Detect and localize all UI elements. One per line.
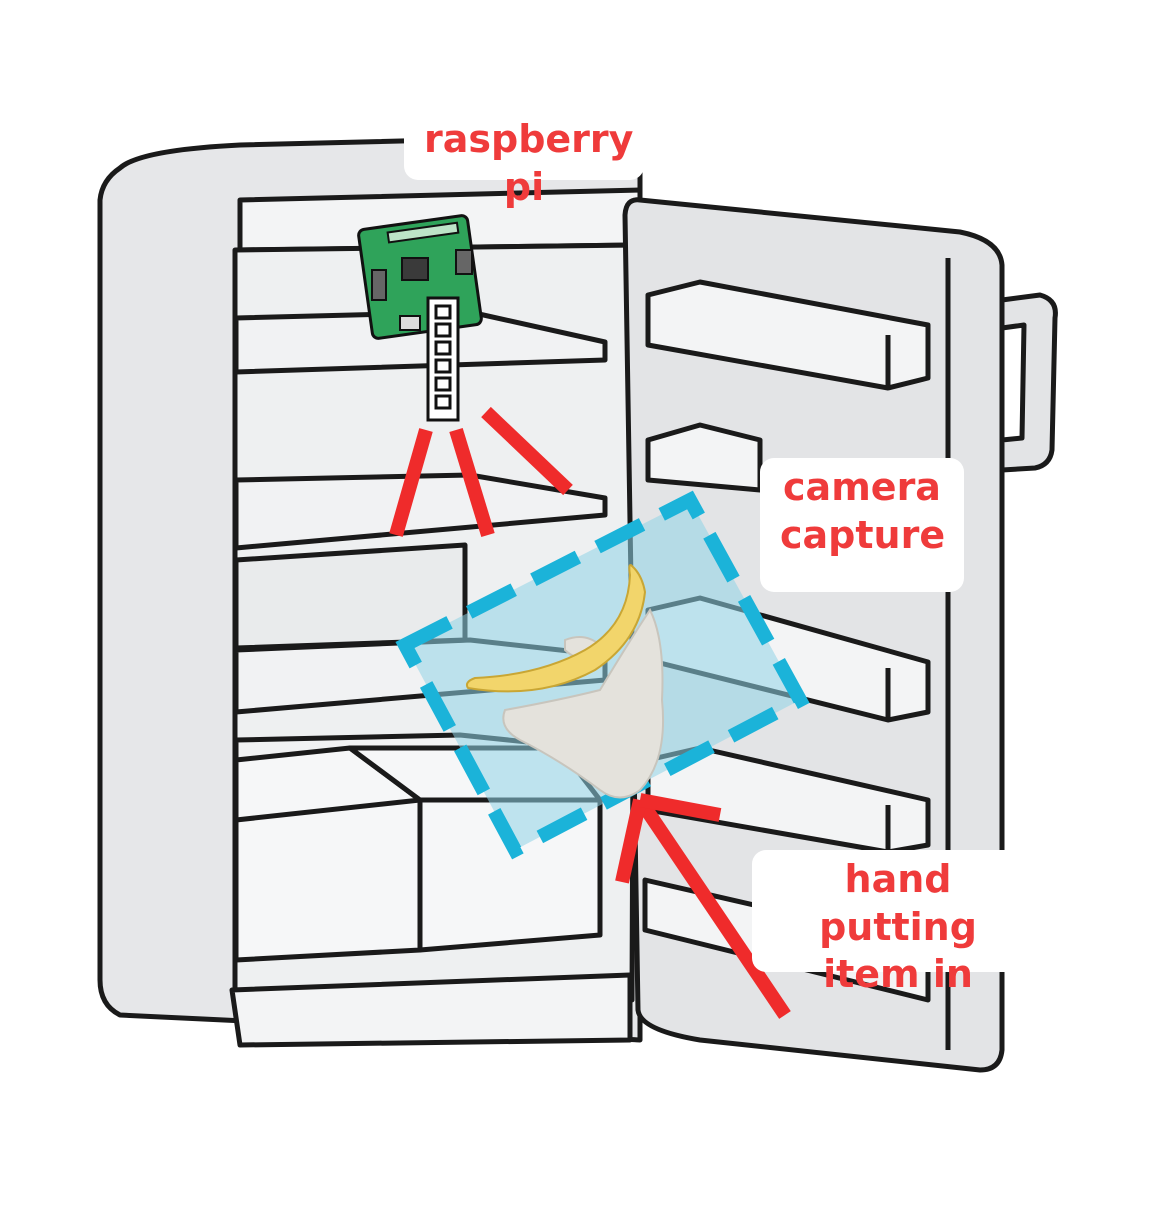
pi-header (386, 221, 460, 244)
pi-port-right (455, 249, 473, 275)
camera-capture-label-line-1: camera (783, 465, 941, 509)
raspberry-pi-label-text: raspberry pi (424, 117, 634, 209)
hand-arrow (615, 793, 791, 1019)
door-bin-1 (645, 279, 931, 391)
pi-port-bottom (399, 315, 421, 331)
hand-label-line-1: hand putting (819, 857, 977, 949)
ray-left (389, 428, 433, 537)
raspberry-pi-label: raspberry pi (404, 110, 644, 209)
door-handle (999, 292, 1058, 473)
shelf-2 (233, 472, 608, 551)
camera-view-rays (389, 406, 573, 538)
pi-chip (401, 257, 429, 281)
door-bin-2 (645, 422, 763, 493)
pi-port-left (371, 269, 387, 301)
fridge-bottom-base (229, 972, 633, 1048)
raspberry-pi-board-icon (357, 214, 483, 340)
capture-frame (395, 490, 810, 860)
ray-right (481, 406, 573, 496)
banana-icon (465, 564, 647, 693)
camera-capture-label: camera capture (760, 458, 964, 592)
camera-capture-label-line-2: capture (780, 512, 946, 557)
hand-putting-item-in-label: hand putting item in (752, 850, 1044, 996)
hand-label-line-2: item in (823, 952, 973, 996)
ray-center (449, 427, 495, 538)
camera-ribbon-icon (426, 296, 460, 422)
